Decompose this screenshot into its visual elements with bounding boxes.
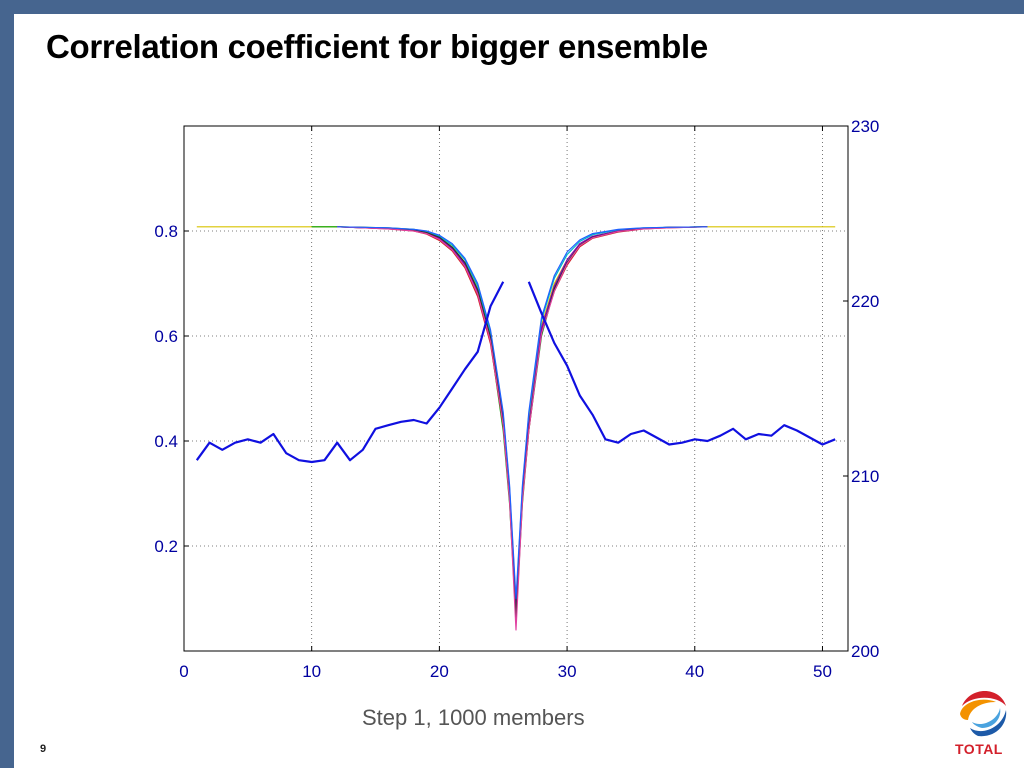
correlation-series-line <box>337 226 708 600</box>
x-tick-label: 0 <box>179 662 188 681</box>
logo-text: TOTAL <box>955 741 1003 757</box>
mean-series-line <box>527 281 836 446</box>
correlation-series-line <box>337 226 708 615</box>
slide-top-bar <box>0 0 1024 14</box>
chart-caption: Step 1, 1000 members <box>362 705 585 730</box>
y-right-tick-label: 200 <box>851 642 879 661</box>
y-left-tick-label: 0.6 <box>154 327 178 346</box>
slide-left-bar <box>0 0 14 768</box>
correlation-series-line <box>337 226 708 618</box>
y-right-tick-label: 220 <box>851 292 879 311</box>
correlation-series-line <box>196 226 836 610</box>
x-tick-label: 30 <box>558 662 577 681</box>
page-number: 9 <box>40 743 47 755</box>
y-left-tick-label: 0.4 <box>154 432 178 451</box>
x-tick-label: 40 <box>685 662 704 681</box>
plot-area <box>183 125 849 652</box>
x-tick-label: 20 <box>430 662 449 681</box>
correlation-series-line <box>337 226 708 605</box>
correlation-series-line <box>337 226 708 613</box>
x-tick-label: 50 <box>813 662 832 681</box>
total-logo-icon <box>960 691 1007 737</box>
correlation-series-line <box>337 226 708 631</box>
y-right-tick-label: 230 <box>851 117 879 136</box>
x-tick-label: 10 <box>302 662 321 681</box>
y-right-tick-label: 210 <box>851 467 879 486</box>
correlation-series-line <box>311 226 708 621</box>
y-left-tick-label: 0.2 <box>154 537 178 556</box>
y-left-tick-label: 0.8 <box>154 222 178 241</box>
mean-series-line <box>195 281 505 464</box>
slide-title: Correlation coefficient for bigger ensem… <box>46 28 708 65</box>
